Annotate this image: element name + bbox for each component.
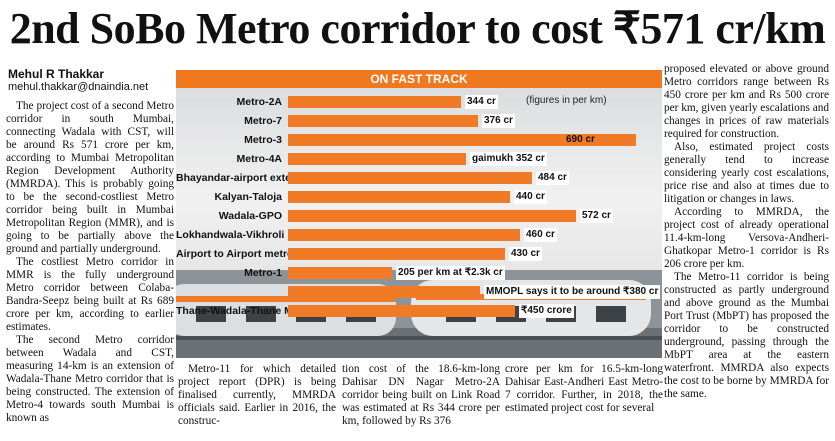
bar-value-label: ₹450 crore xyxy=(519,304,574,318)
bottom-column-3: crore per km for 16.5-km-long Dahisar Ea… xyxy=(505,363,663,415)
author-email: mehul.thakkar@dnaindia.net xyxy=(8,81,149,93)
bar-value-label: 572 cr xyxy=(580,209,613,223)
bar-category-label: Bhayandar-airport extension xyxy=(176,172,319,184)
paragraph: Also, estimated project costs generally … xyxy=(664,141,829,205)
bottom-column-1: Metro-11 for which detailed project repo… xyxy=(178,363,336,428)
bar-category-label: Metro-4A xyxy=(236,153,282,165)
bar-category-label: Metro-7 xyxy=(244,115,282,127)
bar-category-label: Lokhandwala-Vikhroli xyxy=(176,229,285,241)
bar xyxy=(288,305,515,317)
bar-row: Metro-7 376 cr xyxy=(176,114,662,128)
bar xyxy=(288,286,480,298)
chart-title: ON FAST TRACK xyxy=(370,72,468,86)
bar xyxy=(288,210,576,222)
bar-category-label: Kalyan-Taloja xyxy=(214,191,283,203)
bar xyxy=(288,134,636,146)
bar xyxy=(288,153,466,165)
chart-banner xyxy=(176,70,662,88)
bar-row: MMOPL says it to be around ₹380 cr xyxy=(176,285,662,299)
byline: Mehul R Thakkar mehul.thakkar@dnaindia.n… xyxy=(8,67,178,94)
bar-row: Bhayandar-airport extension 484 cr xyxy=(176,171,662,185)
bar-value-label: 484 cr xyxy=(536,171,569,185)
bar xyxy=(288,172,532,184)
paragraph: The costliest Metro corridor in MMR is t… xyxy=(6,256,174,333)
bar-category-label: Metro-3 xyxy=(244,134,282,146)
bar-value-label: gaimukh 352 cr xyxy=(470,152,547,166)
paragraph: According to MMRDA, the project cost of … xyxy=(664,206,829,270)
left-column: The project cost of a second Metro corri… xyxy=(6,100,174,425)
bar-value-label: 440 cr xyxy=(514,190,547,204)
bar-row: Metro-3 690 cr xyxy=(176,133,662,147)
bar-value-label: 376 cr xyxy=(482,114,515,128)
bar-category-label: Thane-Wadala-Thane Metro xyxy=(176,305,313,317)
bar-value-label: 344 cr xyxy=(465,95,498,109)
bar-row: Metro-1 205 per km at ₹2.3k cr xyxy=(176,266,662,280)
bar-value-label: 430 cr xyxy=(509,247,542,261)
paragraph: Metro-11 for which detailed project repo… xyxy=(178,363,336,427)
paragraph: The Metro-11 corridor is being construct… xyxy=(664,271,829,400)
bar-row: Lokhandwala-Vikhroli 460 cr xyxy=(176,228,662,242)
bar-value-label: 690 cr xyxy=(566,134,595,145)
right-column: proposed elevated or above ground Metro … xyxy=(664,63,829,401)
bar-row: Metro-4A gaimukh 352 cr xyxy=(176,152,662,166)
paragraph: crore per km for 16.5-km-long Dahisar Ea… xyxy=(505,363,663,414)
bar xyxy=(288,115,478,127)
chart-graphic: ON FAST TRACK (figures in per km) Metro-… xyxy=(176,70,662,358)
bar-category-label: Airport to Airport metro xyxy=(176,248,294,260)
bar-value-label: 460 cr xyxy=(524,228,557,242)
bar-row: Metro-2A 344 cr xyxy=(176,95,662,109)
bar xyxy=(288,96,461,108)
bottom-column-2: tion cost of the 18.6-km-long Dahisar DN… xyxy=(342,363,500,428)
bar xyxy=(288,229,520,241)
paragraph: The project cost of a second Metro corri… xyxy=(6,100,174,255)
bar-row: Kalyan-Taloja 440 cr xyxy=(176,190,662,204)
author-name: Mehul R Thakkar xyxy=(8,67,105,81)
bar xyxy=(288,248,505,260)
paragraph: proposed elevated or above ground Metro … xyxy=(664,63,830,140)
bar xyxy=(288,191,510,203)
bar-row: Airport to Airport metro 430 cr xyxy=(176,247,662,261)
bar-category-label: Metro-1 xyxy=(244,267,282,279)
bar-category-label: Metro-2A xyxy=(236,96,282,108)
chart-unit-note: (figures in per km) xyxy=(526,95,607,106)
bar xyxy=(288,267,392,279)
bar-value-label: 205 per km at ₹2.3k cr xyxy=(396,266,505,280)
paragraph: The second Metro corridor between Wadala… xyxy=(6,334,174,424)
bar-category-label: Wadala-GPO xyxy=(218,210,282,222)
bar-value-label: MMOPL says it to be around ₹380 cr xyxy=(484,285,661,299)
headline: 2nd SoBo Metro corridor to cost ₹571 cr/… xyxy=(9,4,826,53)
bar-row: Thane-Wadala-Thane Metro ₹450 crore xyxy=(176,304,662,318)
paragraph: tion cost of the 18.6-km-long Dahisar DN… xyxy=(342,363,500,427)
bar-row: Wadala-GPO 572 cr xyxy=(176,209,662,223)
